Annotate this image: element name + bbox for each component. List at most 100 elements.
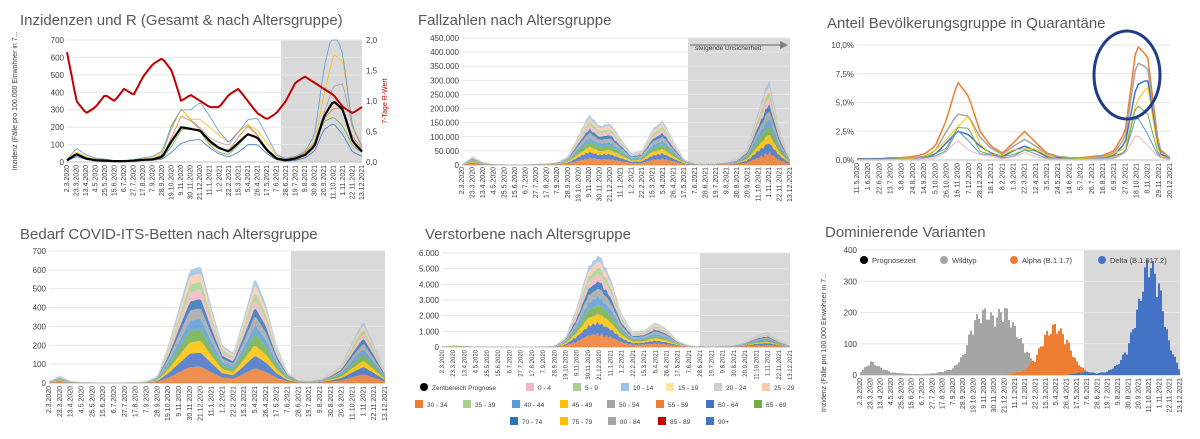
series-bar	[1162, 311, 1164, 375]
series-bar	[916, 373, 918, 375]
x-tick-label: 17.8.2020	[530, 349, 536, 376]
x-tick-label: 30.11.2020	[188, 165, 195, 200]
series-bar	[1080, 366, 1082, 375]
series-bar	[938, 372, 940, 375]
x-tick-label: 17.8.2020	[940, 378, 947, 409]
series-area	[442, 281, 790, 347]
series-line	[66, 100, 363, 163]
series-area	[442, 304, 790, 347]
y2-axis-label: 7-Tage R-Wert	[382, 78, 389, 123]
x-tick-label: 11.10.2021	[330, 165, 337, 200]
y-tick-label: 5,0%	[836, 99, 854, 108]
y-tick-label: 5.000	[419, 265, 440, 274]
series-bar	[1078, 365, 1080, 375]
y-tick-label: 7,5%	[836, 70, 854, 79]
series-bar	[954, 365, 956, 375]
x-tick-label: 1.2.2021	[620, 349, 626, 373]
x-tick-label: 11.1.2021	[618, 167, 625, 198]
series-bar	[894, 372, 896, 375]
x-tick-label: 13.7.2020	[888, 163, 895, 194]
x-tick-label: 25.5.2020	[89, 386, 96, 417]
x-tick-label: 19.10.2020	[971, 378, 978, 413]
x-tick-label: 6.7.2020	[121, 165, 128, 192]
series-bar	[884, 369, 886, 375]
x-tick-label: 3.8.2020	[899, 163, 906, 190]
series-bar	[1132, 329, 1134, 375]
series-bar	[1136, 309, 1138, 375]
y2-tick-label: 0,5	[366, 128, 378, 137]
y2-tick-label: 1,5	[366, 67, 378, 76]
x-tick-label: 27.9.2021	[1122, 163, 1129, 194]
series-bar	[900, 373, 902, 375]
series-bar	[1028, 353, 1030, 375]
series-bar	[1052, 324, 1054, 375]
x-tick-label: 15.3.2021	[642, 349, 648, 376]
x-tick-label: 15.3.2021	[649, 167, 656, 198]
x-tick-label: 28.6.2021	[1094, 378, 1101, 409]
x-tick-label: 28.9.2020	[960, 378, 967, 409]
legend-label: 20 - 24	[726, 385, 747, 392]
x-tick-label: 9.8.2021	[302, 165, 309, 192]
legend-label: 70 - 74	[522, 419, 543, 426]
x-tick-label: 30.8.2021	[311, 165, 318, 196]
series-bar	[944, 371, 946, 375]
legend-label: 40 - 44	[524, 402, 545, 409]
x-tick-label: 30.8.2021	[1125, 378, 1132, 409]
x-tick-label: 27.7.2020	[929, 378, 936, 409]
chart-its-betten: Bedarf COVID-ITS-Betten nach Altersgrupp…	[5, 220, 390, 435]
x-tick-label: 7.6.2021	[284, 386, 291, 413]
x-tick-label: 6.7.2020	[919, 378, 926, 405]
chart-inzidenzen: Inzidenzen und R (Gesamt & nach Altersgr…	[5, 5, 390, 210]
legend-label: 30 - 34	[427, 402, 448, 409]
x-tick-label: 11.1.2021	[1012, 378, 1019, 409]
series-bar	[904, 373, 906, 375]
series-bar	[1152, 261, 1154, 375]
x-tick-label: 5.4.2021	[252, 386, 259, 413]
series-bar	[1020, 371, 1022, 375]
chart-svg: 0,0% 2,5% 5,0% 7,5% 10,0% 11.5.2020 1.6.2020 22…	[831, 29, 1174, 198]
series-bar	[1116, 364, 1118, 375]
x-tick-label: 24.8.2020	[910, 163, 917, 194]
series-bar	[1028, 366, 1030, 375]
series-bar	[996, 317, 998, 375]
series-bar	[966, 345, 968, 375]
x-tick-label: 9.11.2020	[575, 349, 581, 376]
series-bar	[860, 372, 862, 375]
legend-label: 75 - 79	[572, 419, 593, 426]
legend-swatch	[658, 417, 666, 425]
y-tick-label: 100.000	[430, 133, 459, 142]
x-tick-label: 7.9.2020	[144, 386, 151, 413]
series-bar	[912, 374, 914, 375]
legend-label: 90+	[718, 419, 729, 426]
x-tick-label: 22.2.2021	[230, 386, 237, 417]
x-tick-label: 20.9.2021	[1136, 378, 1143, 409]
series-bar	[1098, 373, 1100, 375]
series-bar	[1074, 373, 1076, 375]
x-tick-label: 30.11.2020	[187, 386, 194, 421]
x-tick-label: 18.1.2021	[988, 163, 995, 194]
series-bar	[1014, 373, 1016, 375]
y-tick-label: 200.000	[430, 105, 459, 114]
series-bar	[1074, 357, 1076, 375]
y-tick-label: 50.000	[435, 147, 460, 156]
x-tick-label: 2.3.2020	[440, 349, 446, 373]
chart-svg: 0 100 200 300 400 500 600 700 2.3.2020 23.3.2020 1…	[33, 247, 389, 421]
y-tick-label: 400	[51, 88, 65, 97]
series-bar	[1048, 335, 1050, 375]
x-tick-label: 1.11.2021	[360, 386, 367, 417]
y-tick-label: 600	[33, 266, 47, 275]
x-tick-label: 19.10.2020	[169, 165, 176, 200]
x-tick-label: 15.3.2021	[241, 386, 248, 417]
x-tick-label: 22.2.2021	[631, 349, 637, 376]
legend-swatch	[463, 400, 471, 408]
series-bar	[1034, 361, 1036, 375]
x-tick-label: 9.11.2020	[176, 386, 183, 417]
series-bar	[886, 370, 888, 375]
x-tick-label: 5.4.2021	[660, 167, 667, 194]
series-bar	[1110, 369, 1112, 375]
series-bar	[1016, 372, 1018, 375]
y-tick-label: 600	[51, 53, 65, 62]
series-bar	[1064, 344, 1066, 375]
y-tick-label: 0	[455, 161, 460, 170]
series-bar	[1036, 354, 1038, 375]
